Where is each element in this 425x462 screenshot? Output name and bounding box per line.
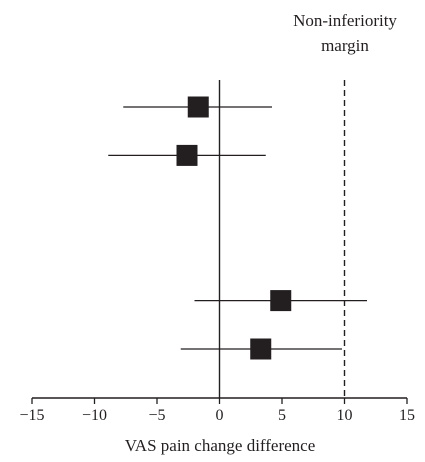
x-axis: −15 −10 −5 0 5 10 15	[19, 397, 415, 424]
forest-row-4	[180, 338, 342, 360]
x-tick-label: −5	[148, 407, 165, 424]
margin-label-line-1: Non-inferiority	[293, 11, 397, 30]
point-estimate-marker	[250, 338, 272, 360]
x-tick-label: −10	[82, 407, 107, 424]
point-estimate-marker	[270, 290, 292, 312]
data-points	[108, 96, 367, 360]
forest-row-3	[194, 290, 367, 312]
x-tick-label: 10	[337, 407, 353, 424]
x-tick-label: 5	[278, 407, 286, 424]
forest-row-1	[123, 96, 272, 118]
x-tick-label: −15	[19, 407, 44, 424]
margin-label-line-2: margin	[321, 36, 369, 55]
reference-lines	[218, 80, 346, 398]
x-axis-title: VAS pain change difference	[125, 436, 316, 455]
margin-label: Non-inferiority margin	[293, 11, 397, 55]
point-estimate-marker	[187, 96, 209, 118]
x-tick-label: 15	[399, 407, 415, 424]
point-estimate-marker	[176, 144, 198, 166]
forest-row-2	[108, 144, 266, 166]
x-tick-label: 0	[216, 407, 224, 424]
